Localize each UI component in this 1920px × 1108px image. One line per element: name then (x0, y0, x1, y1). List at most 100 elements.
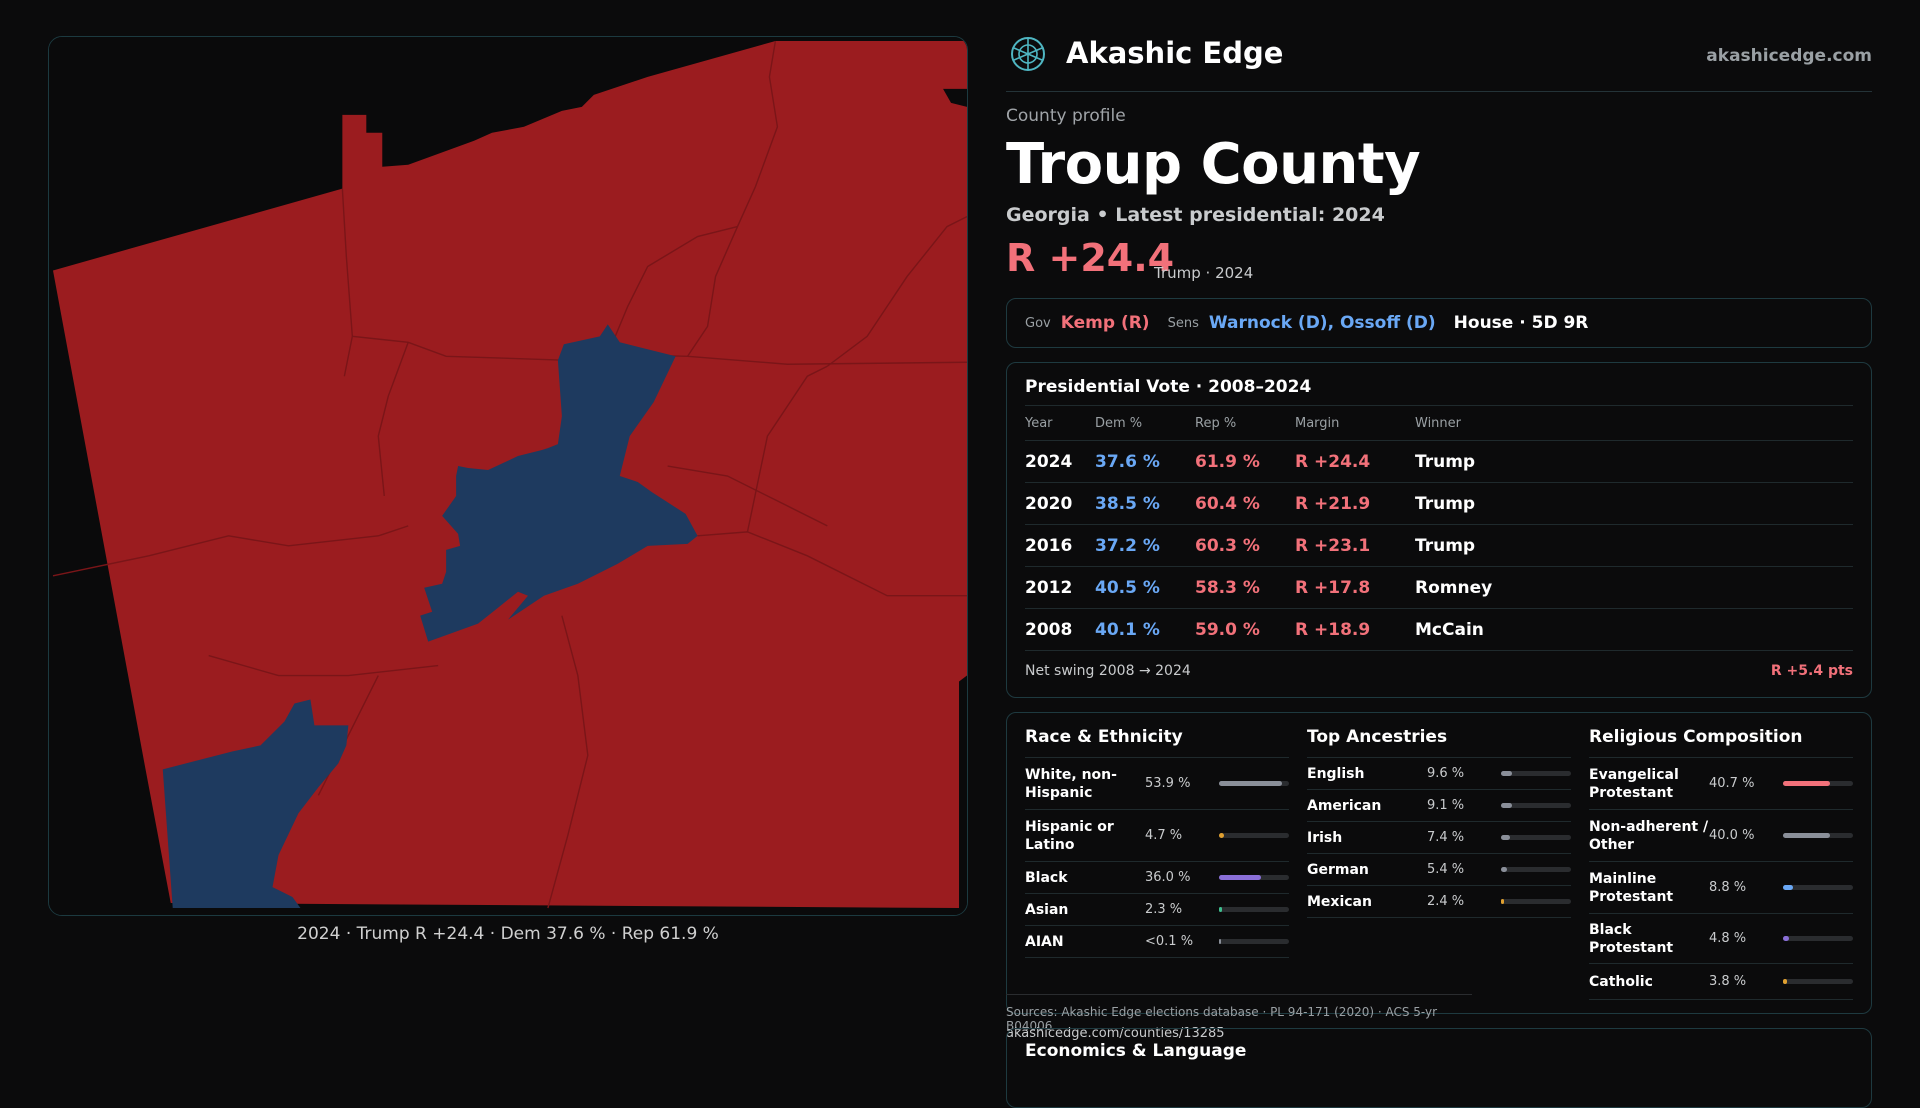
row-winner: Trump (1415, 451, 1476, 472)
share-bar (1783, 833, 1853, 838)
item-label: Evangelical Protestant (1589, 766, 1679, 801)
precinct-borders (52, 40, 967, 909)
table-header: Year Dem % Rep % Margin Winner (1025, 405, 1853, 441)
list-item: Black Protestant 4.8 % (1589, 914, 1853, 964)
list-item: Irish 7.4 % (1307, 822, 1571, 854)
page-title: Troup County (1006, 132, 1421, 197)
presidential-vote-card: Presidential Vote · 2008–2024 Year Dem %… (1006, 362, 1872, 698)
item-value: 7.4 % (1427, 830, 1465, 845)
share-bar-fill (1783, 936, 1789, 941)
header-year: Year (1025, 415, 1053, 431)
item-value: 4.7 % (1145, 828, 1183, 843)
sources-url-link[interactable]: akashicedge.com/counties/13285 (1006, 1026, 1225, 1041)
item-label: Mainline Protestant (1589, 870, 1674, 905)
ancestry-title: Top Ancestries (1307, 727, 1448, 747)
net-swing: Net swing 2008 → 2024 R +5.4 pts (1025, 663, 1853, 679)
list-item: Mexican 2.4 % (1307, 886, 1571, 918)
list-item: Mainline Protestant 8.8 % (1589, 862, 1853, 914)
county-map-panel[interactable] (48, 36, 968, 916)
share-bar-fill (1219, 939, 1221, 944)
item-value: 3.8 % (1709, 974, 1747, 989)
race-list: White, non-Hispanic 53.9 % Hispanic or Lat… (1025, 757, 1289, 958)
share-bar (1501, 803, 1571, 808)
presidential-card-title: Presidential Vote · 2008–2024 (1025, 377, 1312, 397)
brand-header: Akashic Edge akashicedge.com (1006, 32, 1872, 92)
item-value: 40.7 % (1709, 776, 1755, 791)
row-margin: R +24.4 (1295, 451, 1371, 472)
share-bar-fill (1783, 885, 1793, 890)
share-bar-fill (1783, 979, 1787, 984)
county-map[interactable] (49, 37, 967, 915)
share-bar (1219, 875, 1289, 880)
share-bar (1783, 936, 1853, 941)
item-value: 2.3 % (1145, 902, 1183, 917)
row-rep: 60.3 % (1195, 535, 1260, 556)
item-value: 4.8 % (1709, 931, 1747, 946)
item-value: 9.1 % (1427, 798, 1465, 813)
share-bar (1219, 907, 1289, 912)
share-bar (1219, 781, 1289, 786)
democratic-precincts-west-point[interactable] (162, 699, 349, 909)
row-rep: 60.4 % (1195, 493, 1260, 514)
religion-list: Evangelical Protestant 40.7 % Non-adherent… (1589, 757, 1853, 1000)
share-bar (1501, 899, 1571, 904)
row-dem: 37.6 % (1095, 451, 1160, 472)
share-bar-fill (1501, 803, 1512, 808)
row-year: 2008 (1025, 619, 1073, 640)
share-bar-fill (1501, 899, 1504, 904)
row-dem: 38.5 % (1095, 493, 1160, 514)
list-item: AIAN <0.1 % (1025, 926, 1289, 958)
row-margin: R +23.1 (1295, 535, 1371, 556)
item-label: Hispanic or Latino (1025, 818, 1114, 853)
list-item: White, non-Hispanic 53.9 % (1025, 758, 1289, 810)
net-swing-label: Net swing 2008 → 2024 (1025, 663, 1191, 679)
house-delegation: House · 5D 9R (1453, 313, 1589, 333)
share-bar-fill (1783, 833, 1830, 838)
item-value: <0.1 % (1145, 934, 1194, 949)
table-row: 2008 40.1 % 59.0 % R +18.9 McCain (1025, 609, 1853, 651)
row-year: 2024 (1025, 451, 1073, 472)
row-margin: R +21.9 (1295, 493, 1371, 514)
item-label: Asian (1025, 901, 1069, 918)
item-label: German (1307, 861, 1369, 878)
item-label: Irish (1307, 829, 1343, 846)
list-item: Evangelical Protestant 40.7 % (1589, 758, 1853, 810)
page-subtitle: Georgia • Latest presidential: 2024 (1006, 204, 1385, 226)
senators-value: Warnock (D), Ossoff (D) (1208, 313, 1436, 333)
globe-logo-icon[interactable] (1010, 36, 1046, 72)
item-label: American (1307, 797, 1382, 814)
share-bar-fill (1783, 781, 1830, 786)
page-kicker: County profile (1006, 106, 1126, 126)
header-margin: Margin (1295, 415, 1340, 431)
share-bar-fill (1219, 833, 1224, 838)
headline-margin: R +24.4 (1006, 236, 1175, 280)
row-year: 2020 (1025, 493, 1073, 514)
item-label: Mexican (1307, 893, 1372, 910)
item-label: English (1307, 765, 1365, 782)
share-bar (1219, 939, 1289, 944)
brand-url-link[interactable]: akashicedge.com (1706, 46, 1872, 66)
list-item: Asian 2.3 % (1025, 894, 1289, 926)
item-label: AIAN (1025, 933, 1064, 950)
row-winner: Trump (1415, 535, 1476, 556)
share-bar-fill (1501, 835, 1510, 840)
list-item: American 9.1 % (1307, 790, 1571, 822)
race-title: Race & Ethnicity (1025, 727, 1183, 747)
item-label: Black (1025, 869, 1068, 886)
brand-name[interactable]: Akashic Edge (1066, 36, 1284, 70)
democratic-precincts-lagrange[interactable] (420, 324, 698, 642)
sens-label: Sens (1167, 315, 1199, 331)
item-value: 8.8 % (1709, 880, 1747, 895)
headline-margin-note: Trump · 2024 (1154, 264, 1254, 282)
table-row: 2024 37.6 % 61.9 % R +24.4 Trump (1025, 441, 1853, 483)
row-year: 2016 (1025, 535, 1073, 556)
item-value: 53.9 % (1145, 776, 1191, 791)
item-label: Catholic (1589, 973, 1653, 990)
header-dem: Dem % (1095, 415, 1143, 431)
presidential-table: Year Dem % Rep % Margin Winner 2024 37.6… (1025, 405, 1853, 651)
header-rep: Rep % (1195, 415, 1237, 431)
economics-card: Economics & Language (1006, 1028, 1872, 1108)
item-label: White, non-Hispanic (1025, 766, 1117, 801)
officials-bar: Gov Kemp (R) Sens Warnock (D), Ossoff (D… (1006, 298, 1872, 348)
table-row: 2020 38.5 % 60.4 % R +21.9 Trump (1025, 483, 1853, 525)
